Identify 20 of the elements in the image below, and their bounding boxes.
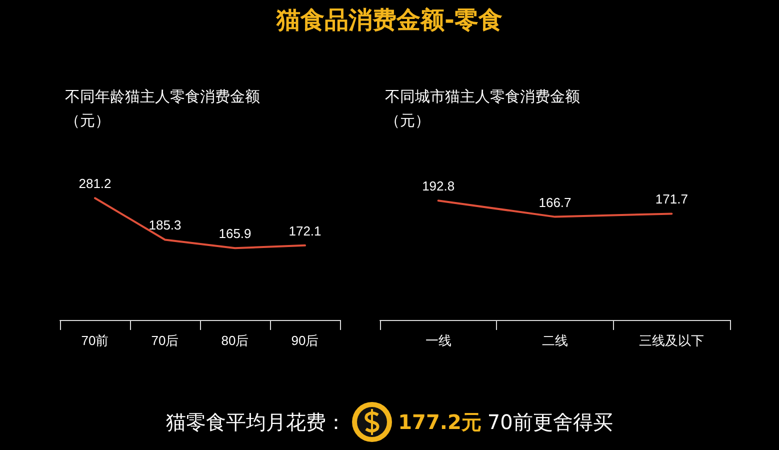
x-tick-label: 一线 [425,333,452,348]
chart-subtitle: 不同年龄猫主人零食消费金额（元） [65,88,260,130]
x-tick-label: 70前 [81,333,109,348]
text: 猫零食平均月花费： [166,408,346,436]
data-label: 171.7 [655,192,688,207]
data-label: 192.8 [422,178,455,194]
text: 70前更舍得买 [487,408,613,436]
text: 177.2元 [398,408,482,436]
x-tick-label: 70后 [151,333,179,348]
data-label: 166.7 [538,194,572,210]
x-tick-label: 二线 [542,333,568,348]
data-label: 185.3 [148,218,182,233]
x-tick-label: 三线及以下 [639,333,704,348]
data-label: 172.1 [288,223,322,238]
data-label: 281.2 [78,176,112,192]
text: 猫食品消费金额-零食 [275,5,504,36]
x-tick-label: 80后 [221,333,249,348]
chart-subtitle: 不同城市猫主人零食消费金额（元） [385,88,580,130]
x-tick-label: 90后 [291,333,319,348]
data-label: 165.9 [218,226,252,242]
